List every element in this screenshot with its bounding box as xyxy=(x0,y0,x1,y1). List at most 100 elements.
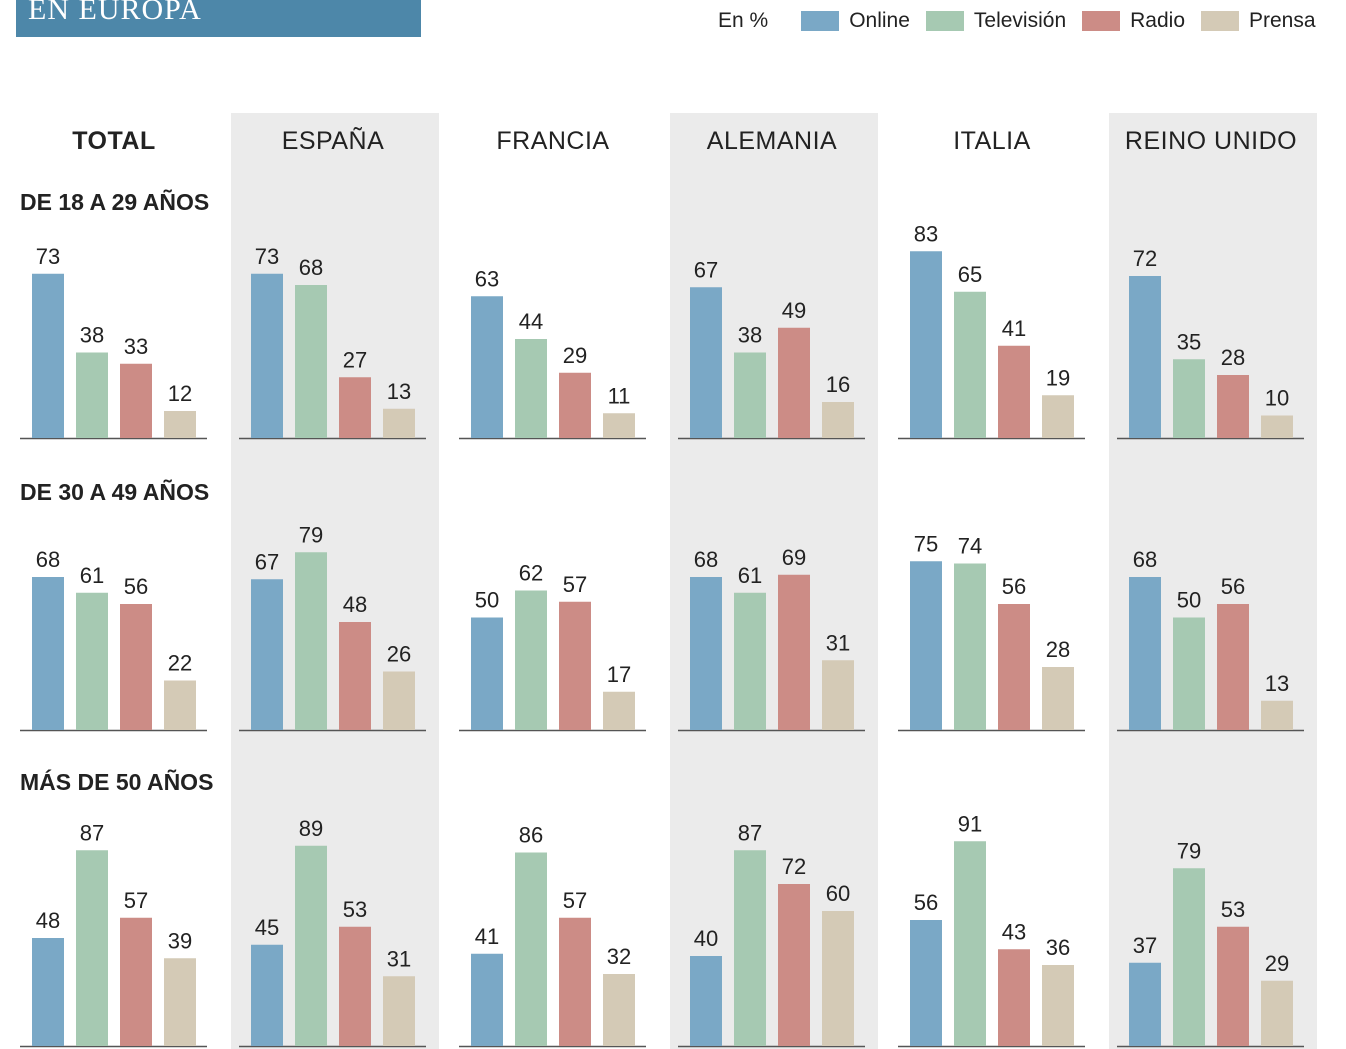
bar-radio xyxy=(120,917,152,1046)
age-group-label-de-18-a-29-anos: DE 18 A 29 AÑOS xyxy=(20,188,209,215)
value-label-radio: 57 xyxy=(124,888,148,913)
legend-item-television: Televisión xyxy=(925,9,1066,33)
bar-television xyxy=(1173,868,1205,1046)
value-label-radio: 57 xyxy=(563,572,587,597)
value-label-prensa: 29 xyxy=(1265,951,1289,976)
bar-prensa xyxy=(164,411,196,438)
bar-radio xyxy=(339,622,371,730)
value-label-radio: 43 xyxy=(1002,919,1026,944)
value-label-prensa: 10 xyxy=(1265,386,1289,411)
bar-online xyxy=(471,296,503,438)
bar-radio xyxy=(998,949,1030,1046)
value-label-prensa: 31 xyxy=(826,630,850,655)
value-label-television: 87 xyxy=(738,820,762,845)
value-label-television: 74 xyxy=(958,534,982,559)
country-header-francia: FRANCIA xyxy=(496,127,609,155)
value-label-radio: 56 xyxy=(1221,574,1245,599)
bar-television xyxy=(1173,617,1205,730)
value-label-online: 63 xyxy=(475,266,499,291)
legend-unit: En % xyxy=(718,9,769,32)
value-label-online: 73 xyxy=(36,244,60,269)
bar-television xyxy=(734,850,766,1046)
value-label-radio: 57 xyxy=(563,888,587,913)
chart-title-banner: EN EUROPA xyxy=(16,0,421,37)
bar-prensa xyxy=(822,911,854,1046)
value-label-radio: 33 xyxy=(124,334,148,359)
value-label-radio: 49 xyxy=(782,298,806,323)
bar-online xyxy=(1129,276,1161,438)
value-label-prensa: 13 xyxy=(1265,671,1289,696)
legend-swatch-online xyxy=(801,11,840,31)
value-label-radio: 27 xyxy=(343,347,367,372)
value-label-online: 67 xyxy=(255,549,279,574)
value-label-prensa: 39 xyxy=(168,928,192,953)
bar-radio xyxy=(778,884,810,1046)
bar-prensa xyxy=(383,976,415,1046)
value-label-television: 79 xyxy=(1177,838,1201,863)
value-label-television: 91 xyxy=(958,811,982,836)
bar-online xyxy=(690,577,722,730)
value-label-prensa: 16 xyxy=(826,372,850,397)
bar-online xyxy=(471,953,503,1046)
bar-television xyxy=(76,592,108,730)
bar-online xyxy=(251,944,283,1046)
bar-television xyxy=(1173,359,1205,438)
value-label-television: 89 xyxy=(299,816,323,841)
value-label-television: 87 xyxy=(80,820,104,845)
bar-television xyxy=(734,352,766,438)
country-header-italia: ITALIA xyxy=(953,127,1031,155)
value-label-prensa: 19 xyxy=(1046,365,1070,390)
bar-television xyxy=(954,291,986,438)
bar-online xyxy=(1129,577,1161,730)
country-header-total: TOTAL xyxy=(72,127,156,155)
value-label-online: 37 xyxy=(1133,933,1157,958)
bar-prensa xyxy=(822,402,854,438)
value-label-television: 62 xyxy=(519,561,543,586)
bar-radio xyxy=(778,574,810,730)
value-label-television: 61 xyxy=(80,563,104,588)
bar-radio xyxy=(998,345,1030,438)
bar-television xyxy=(295,845,327,1046)
legend-swatch-prensa xyxy=(1201,11,1239,31)
value-label-radio: 29 xyxy=(563,343,587,368)
value-label-online: 73 xyxy=(255,244,279,269)
bar-television xyxy=(515,852,547,1046)
bar-prensa xyxy=(1261,700,1293,730)
legend-swatch-radio xyxy=(1082,11,1121,31)
value-label-prensa: 11 xyxy=(608,383,631,408)
bar-prensa xyxy=(383,671,415,730)
value-label-online: 56 xyxy=(914,890,938,915)
value-label-online: 83 xyxy=(914,221,938,246)
bar-online xyxy=(690,287,722,438)
value-label-radio: 48 xyxy=(343,592,367,617)
value-label-television: 65 xyxy=(958,262,982,287)
bar-prensa xyxy=(164,680,196,730)
value-label-radio: 72 xyxy=(782,854,806,879)
bar-television xyxy=(76,352,108,438)
bar-television xyxy=(295,285,327,438)
bar-prensa xyxy=(164,958,196,1046)
value-label-radio: 56 xyxy=(1002,574,1026,599)
value-label-online: 50 xyxy=(475,588,499,613)
value-label-online: 68 xyxy=(694,547,718,572)
legend-label-prensa: Prensa xyxy=(1249,9,1316,32)
value-label-online: 68 xyxy=(1133,547,1157,572)
value-label-prensa: 13 xyxy=(387,379,411,404)
value-label-radio: 53 xyxy=(343,897,367,922)
bar-television xyxy=(954,563,986,730)
bar-radio xyxy=(120,363,152,438)
value-label-prensa: 12 xyxy=(168,381,192,406)
value-label-television: 79 xyxy=(299,522,323,547)
legend-swatch-television xyxy=(925,11,964,31)
legend-label-online: Online xyxy=(849,9,910,32)
value-label-online: 68 xyxy=(36,547,60,572)
value-label-television: 50 xyxy=(1177,588,1201,613)
country-header-reino-unido: REINO UNIDO xyxy=(1125,127,1297,155)
age-group-label-mas-de-50-anos: MÁS DE 50 AÑOS xyxy=(20,768,213,795)
bar-online xyxy=(32,938,64,1046)
value-label-prensa: 36 xyxy=(1046,935,1070,960)
bar-prensa xyxy=(603,413,635,438)
bar-television xyxy=(954,841,986,1046)
legend-label-radio: Radio xyxy=(1130,9,1185,32)
